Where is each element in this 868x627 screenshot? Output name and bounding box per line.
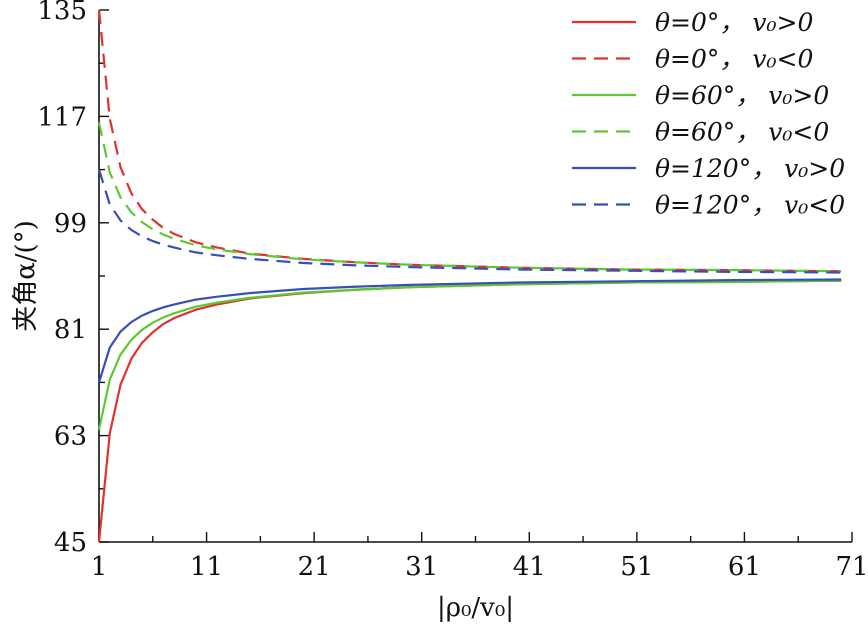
y-tick-label: 45 (54, 528, 87, 558)
plot-lines (97, 9, 842, 543)
y-tick-label: 117 (37, 102, 87, 132)
y-tick-label: 63 (54, 422, 87, 452)
legend-label: θ=0°， v₀>0 (655, 8, 813, 37)
x-tick-label: 61 (728, 552, 761, 582)
y-tick-label: 99 (54, 209, 87, 239)
axes: 1 11 21 31 41 51 61 7145638199117135|ρ₀/v₀|夹角α/… (11, 0, 868, 623)
y-tick-label: 81 (54, 315, 87, 345)
series-line-4 (97, 278, 842, 383)
series-line-1 (97, 9, 842, 273)
legend-label: θ=120°， v₀>0 (655, 154, 845, 183)
series-line-2 (97, 279, 842, 430)
legend-label: θ=120°， v₀<0 (655, 191, 845, 220)
legend: θ=0°， v₀>0 θ=0°， v₀<0 θ=60°， v₀>0 θ=60°， v₀… (572, 8, 845, 220)
x-tick-label: 21 (298, 552, 331, 582)
x-axis-title: |ρ₀/v₀| (437, 593, 514, 623)
series-line-5 (97, 169, 842, 274)
y-axis-title: 夹角α/(°) (11, 220, 41, 332)
x-tick-label: 71 (835, 552, 868, 582)
legend-label: θ=60°， v₀>0 (655, 81, 829, 110)
x-tick-label: 1 (91, 552, 108, 582)
x-tick-label: 31 (405, 552, 438, 582)
series-line-3 (97, 122, 842, 273)
legend-label: θ=60°， v₀<0 (655, 118, 829, 147)
x-tick-label: 11 (190, 552, 223, 582)
y-tick-label: 135 (37, 0, 87, 26)
x-tick-label: 51 (620, 552, 653, 582)
x-tick-label: 41 (513, 552, 546, 582)
series-line-0 (97, 279, 842, 543)
legend-label: θ=0°， v₀<0 (655, 45, 813, 74)
